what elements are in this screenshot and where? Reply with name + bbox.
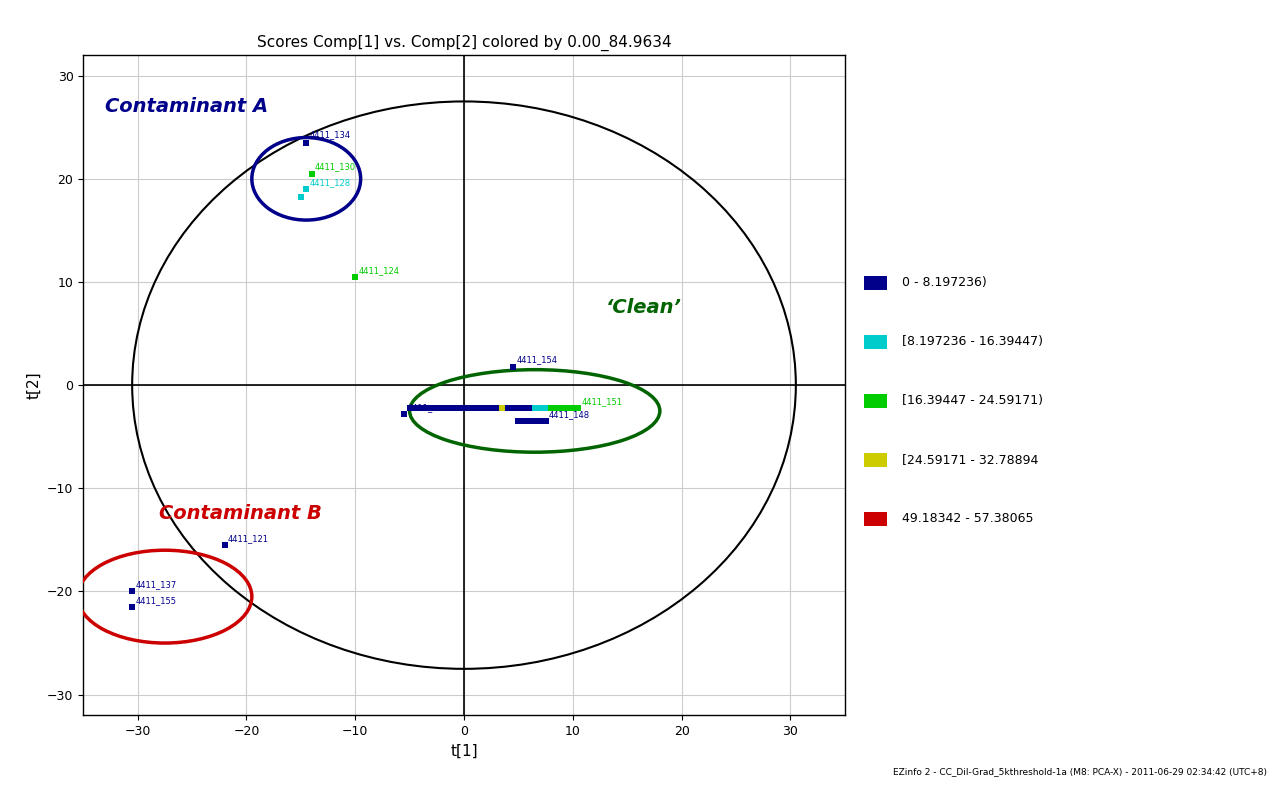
Point [547,402,567,414]
Point [465,402,485,414]
Text: 49.18342 - 57.38065: 49.18342 - 57.38065 [902,512,1034,525]
Text: [16.39447 - 24.59171): [16.39447 - 24.59171) [902,395,1043,407]
Point [557,402,577,414]
Point [460,402,480,414]
Point [520,402,540,414]
Title: Scores Comp[1] vs. Comp[2] colored by 0.00_84.9634: Scores Comp[1] vs. Comp[2] colored by 0.… [257,35,671,51]
Point [492,402,512,414]
Point [448,402,468,414]
Point [438,402,458,414]
X-axis label: t[1]: t[1] [451,744,477,758]
Point [497,402,517,414]
Text: 0 - 8.197236): 0 - 8.197236) [902,277,987,289]
Text: 4411_137: 4411_137 [136,580,177,590]
Text: [8.197236 - 16.39447): [8.197236 - 16.39447) [902,336,1043,348]
Point [503,402,524,414]
Text: EZinfo 2 - CC_Dil-Grad_5kthreshold-1a (M8: PCA-X) - 2011-06-29 02:34:42 (UTC+8): EZinfo 2 - CC_Dil-Grad_5kthreshold-1a (M… [893,768,1267,777]
Point [470,402,490,414]
Text: ‘Clean’: ‘Clean’ [605,298,681,317]
Text: 4411_130: 4411_130 [315,163,356,171]
Point [475,402,495,414]
Text: 4411_128: 4411_128 [310,178,351,187]
Text: 4411_: 4411_ [407,403,433,412]
Point [492,402,512,414]
Point [421,402,442,414]
Point [296,137,316,149]
Point [344,270,366,283]
Y-axis label: t[2]: t[2] [27,371,41,399]
Point [540,402,561,414]
Text: 4411_124: 4411_124 [358,266,399,275]
Text: 4411_134: 4411_134 [310,130,351,140]
Point [122,601,142,613]
Point [535,402,556,414]
Text: [24.59171 - 32.78894: [24.59171 - 32.78894 [902,454,1039,466]
Point [481,402,502,414]
Point [399,402,420,414]
Point [508,415,529,428]
Point [513,402,534,414]
Text: 4411_154: 4411_154 [516,355,557,365]
Point [520,415,540,428]
Point [416,402,436,414]
Point [568,402,589,414]
Point [426,402,447,414]
Point [525,415,545,428]
Point [530,415,550,428]
Point [296,183,316,196]
Text: 4411_121: 4411_121 [228,534,269,543]
Point [291,191,311,204]
Point [214,538,236,551]
Point [301,167,321,180]
Text: 4411_151: 4411_151 [581,397,622,406]
Point [535,415,556,428]
Text: 4411_155: 4411_155 [136,596,177,605]
Text: Contaminant A: Contaminant A [105,97,268,116]
Text: 4411_148: 4411_148 [549,410,590,419]
Point [525,402,545,414]
Point [530,402,550,414]
Point [503,360,524,373]
Point [513,415,534,428]
Point [453,402,474,414]
Point [431,402,453,414]
Point [404,402,425,414]
Point [563,402,584,414]
Point [486,402,507,414]
Point [410,402,430,414]
Text: Contaminant B: Contaminant B [159,505,323,523]
Point [552,402,572,414]
Point [508,402,529,414]
Point [443,402,463,414]
Point [394,408,415,421]
Point [122,585,142,597]
